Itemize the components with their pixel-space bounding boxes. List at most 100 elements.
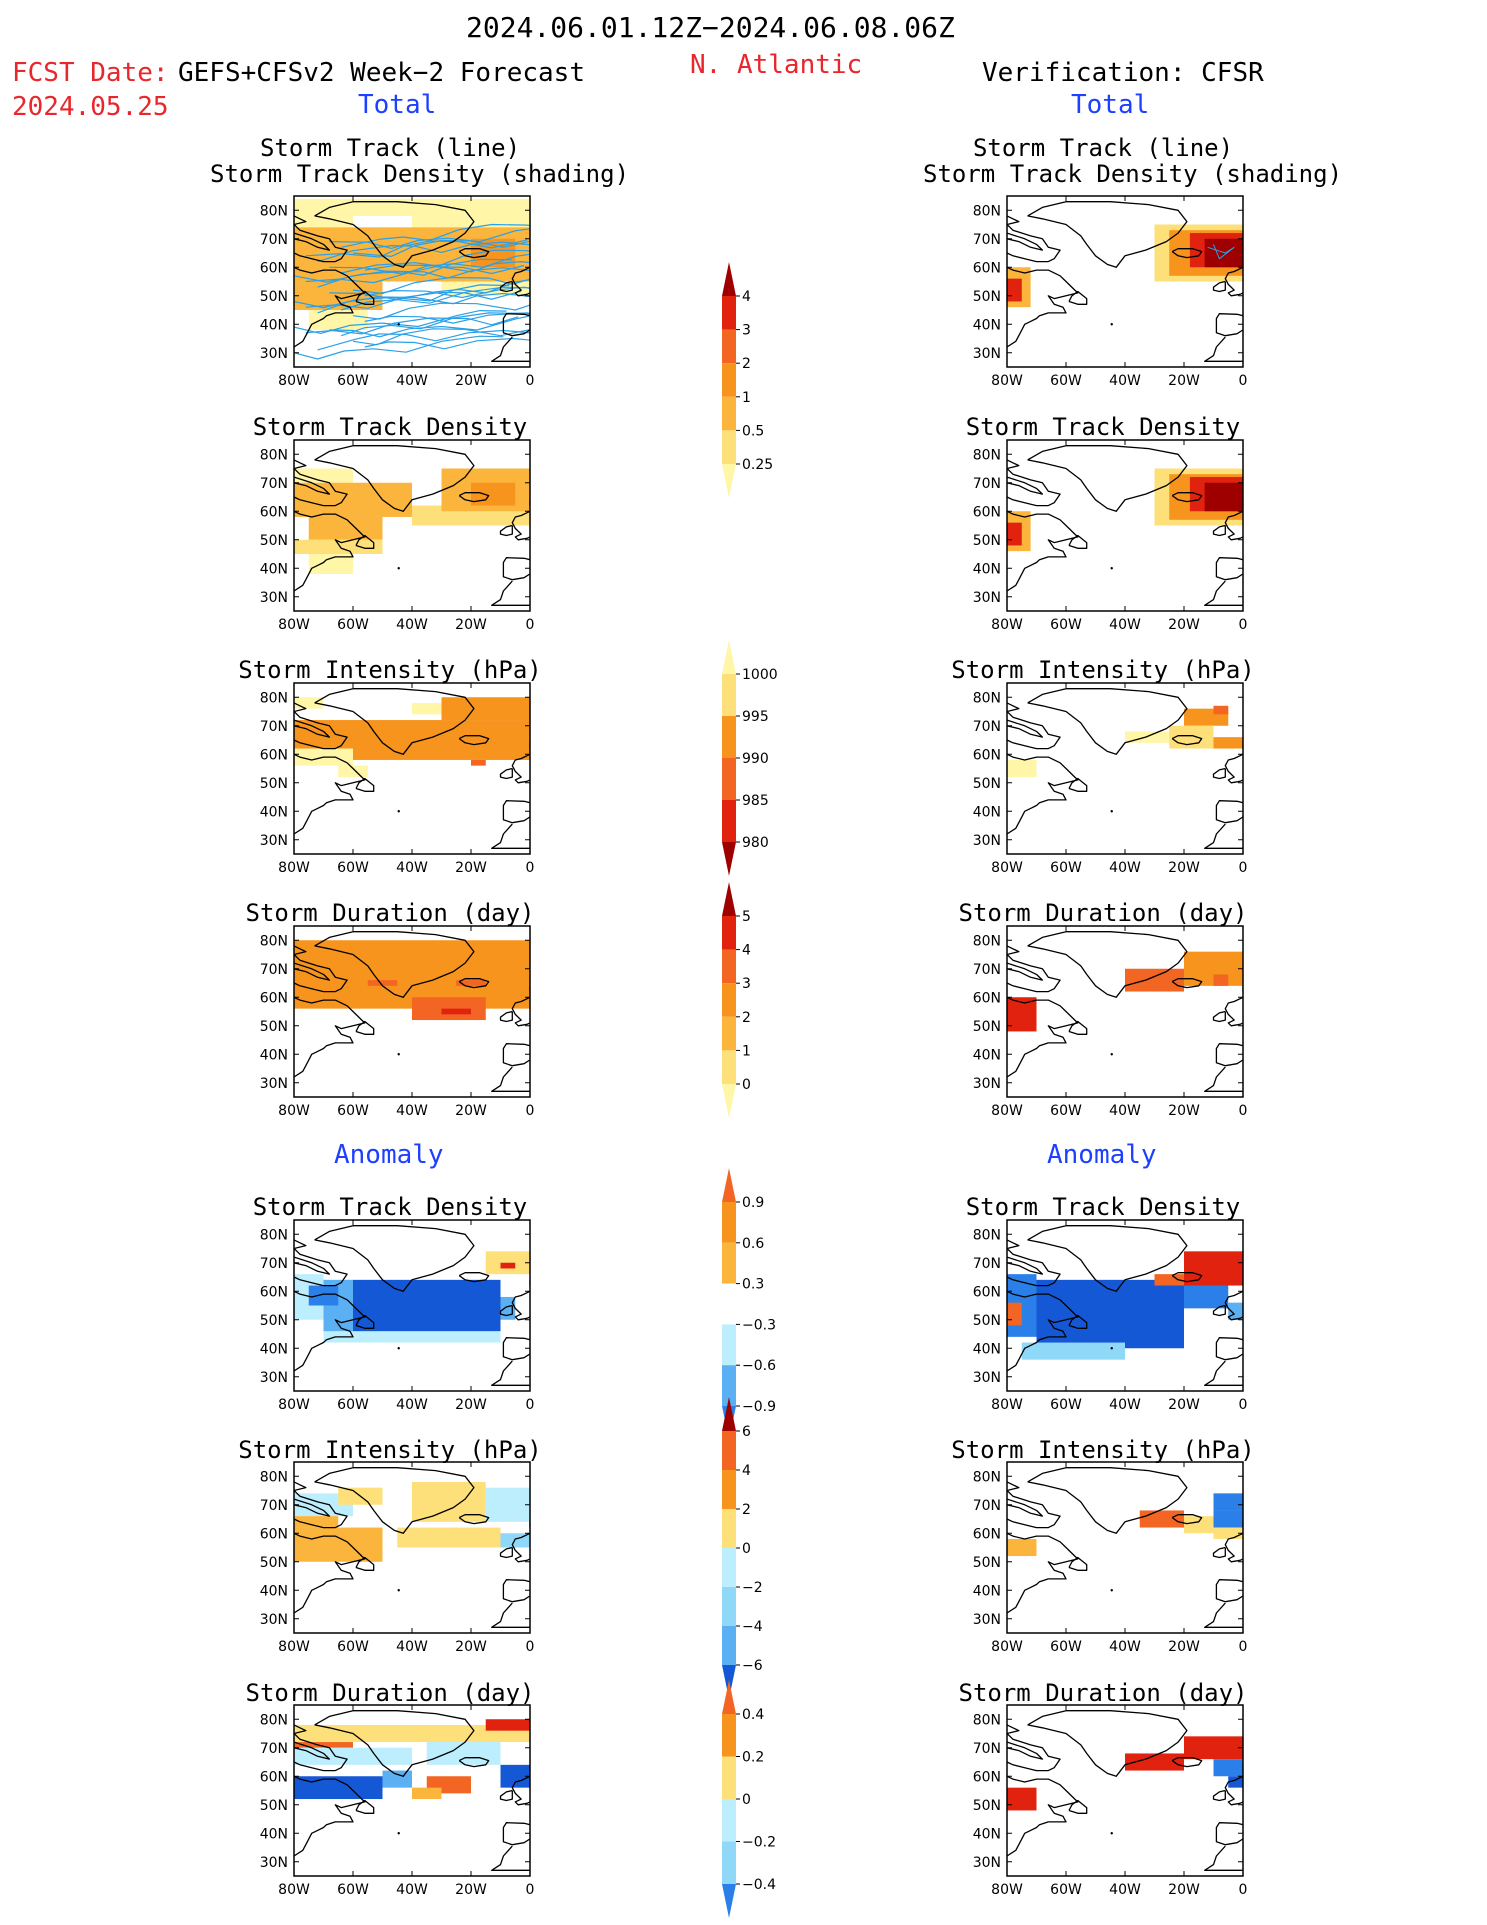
lon-tick-label: 80W xyxy=(278,1882,310,1898)
island-dot xyxy=(1110,567,1113,570)
lat-tick-label: 70N xyxy=(260,962,288,978)
lat-tick-label: 80N xyxy=(260,203,288,219)
lat-tick-label: 50N xyxy=(973,776,1001,792)
panel-title: Storm Track (line) xyxy=(259,134,521,162)
shading-cell xyxy=(441,697,530,721)
coastline-africa xyxy=(1204,1360,1243,1386)
lat-tick-label: 30N xyxy=(260,1076,288,1092)
coastline-iberia xyxy=(1215,1579,1243,1603)
colorbar-segment xyxy=(722,674,736,716)
coastline-iberia xyxy=(1215,1822,1243,1846)
lon-tick-label: 40W xyxy=(396,373,428,389)
shading-cell xyxy=(294,539,383,554)
lon-tick-label: 40W xyxy=(396,617,428,633)
map-panel-density-verification: 80N 70N 60N 50N 40N 30N 80W 60W 40W 20W 0 xyxy=(973,439,1247,633)
coastline-europe xyxy=(511,1775,530,1806)
colorbar-label: 0.25 xyxy=(742,457,773,473)
colorbar-label: 5 xyxy=(742,909,751,925)
coastline-canada xyxy=(1007,215,1061,263)
storm-track-line xyxy=(329,315,530,338)
lat-tick-label: 50N xyxy=(260,1019,288,1035)
colorbar-tip xyxy=(722,842,736,876)
lon-tick-label: 40W xyxy=(396,860,428,876)
coastline-canada2 xyxy=(1007,753,1079,836)
coastline-iberia xyxy=(1215,1043,1243,1067)
lon-tick-label: 60W xyxy=(337,860,369,876)
lat-tick-label: 40N xyxy=(973,1583,1001,1599)
panel-title: Storm Track (line) xyxy=(972,134,1234,162)
lat-tick-label: 50N xyxy=(260,1313,288,1329)
coastline-greenland xyxy=(314,1225,475,1292)
colorbar-label: 3 xyxy=(742,976,751,992)
lon-tick-label: 20W xyxy=(1168,860,1200,876)
colorbar-label: 0.9 xyxy=(742,1195,764,1211)
coastline-africa xyxy=(1204,336,1243,362)
lat-tick-label: 80N xyxy=(260,1469,288,1485)
shading-cell xyxy=(412,1481,486,1522)
lat-tick-label: 50N xyxy=(260,533,288,549)
coastline-africa xyxy=(491,1360,530,1386)
coastline-europe xyxy=(511,266,530,297)
coastline-baffinIsl xyxy=(294,232,331,251)
coastline-iceland xyxy=(1171,1272,1203,1283)
panel-title: Storm Intensity (hPa) xyxy=(951,656,1255,684)
coastline-baffinIsl xyxy=(294,1741,331,1760)
colorbar-label: 0.2 xyxy=(742,1750,764,1766)
shading-cell xyxy=(294,215,353,228)
lat-tick-label: 70N xyxy=(260,1741,288,1757)
shading-cell xyxy=(485,1719,530,1731)
coastline-baffinIsl xyxy=(294,1256,331,1275)
verification-label: Verification: CFSR xyxy=(982,58,1264,88)
coastline-greenland xyxy=(1027,688,1188,755)
map-panel-anom_density-forecast: 80N 70N 60N 50N 40N 30N 80W 60W 40W 20W 0 xyxy=(260,1219,534,1413)
lat-tick-label: 40N xyxy=(260,1583,288,1599)
colorbar-label: −0.4 xyxy=(742,1877,776,1893)
coastline-iberia xyxy=(1215,800,1243,824)
colorbar-segment xyxy=(722,800,736,842)
map-panel-duration-forecast: 80N 70N 60N 50N 40N 30N 80W 60W 40W 20W 0 xyxy=(260,925,534,1119)
coastline-ireland xyxy=(1212,524,1226,537)
lon-tick-label: 60W xyxy=(337,1639,369,1655)
coastline-iceland xyxy=(1171,735,1203,746)
lon-tick-label: 60W xyxy=(337,1397,369,1413)
colorbar-segment xyxy=(722,716,736,758)
lat-tick-label: 60N xyxy=(973,1284,1001,1300)
lon-tick-label: 60W xyxy=(337,373,369,389)
map-panel-intensity-forecast: 80N 70N 60N 50N 40N 30N 80W 60W 40W 20W 0 xyxy=(260,682,534,876)
coastline-iberia xyxy=(1215,1337,1243,1361)
shading-cell xyxy=(308,1285,339,1306)
lat-tick-label: 30N xyxy=(973,1855,1001,1871)
coastline-canada2 xyxy=(1007,266,1079,349)
coastline-europe xyxy=(1224,510,1243,541)
left-total-label: Total xyxy=(358,90,437,120)
lon-tick-label: 40W xyxy=(1109,373,1141,389)
map-svg: 80N 70N 60N 50N 40N 30N 80W 60W 40W 20W 0 xyxy=(973,439,1247,633)
colorbar-label: 2 xyxy=(742,356,751,372)
lon-tick-label: 20W xyxy=(1168,1397,1200,1413)
colorbar-label: 995 xyxy=(742,709,769,725)
colorbar-label: 1000 xyxy=(742,667,778,683)
storm-track-line xyxy=(305,264,525,284)
region-label: N. Atlantic xyxy=(690,50,863,80)
lon-tick-label: 60W xyxy=(1050,617,1082,633)
coastline-europe xyxy=(1224,996,1243,1027)
shading-cell xyxy=(485,1487,530,1522)
coastline-iceland xyxy=(1171,1514,1203,1525)
coastline-europe xyxy=(1224,753,1243,784)
coastline-ireland xyxy=(499,280,513,293)
coastline-newfoundland xyxy=(1068,1020,1088,1035)
coastline-europe xyxy=(511,510,530,541)
shading-cell xyxy=(294,1527,383,1562)
panel-title: Storm Intensity (hPa) xyxy=(238,1436,542,1464)
colorbar-cb-intensity: 1000 995 990 985 980 xyxy=(722,640,832,876)
shading-cell xyxy=(1213,705,1229,715)
coastline-europe xyxy=(511,1290,530,1321)
colorbar-label: 0.6 xyxy=(742,1236,764,1252)
shading-cell xyxy=(1007,1787,1037,1811)
colorbar-label: −0.6 xyxy=(742,1358,776,1374)
lon-tick-label: 40W xyxy=(1109,1882,1141,1898)
fcst-model: GEFS+CFSv2 Week−2 Forecast xyxy=(178,58,585,88)
coastline-canada xyxy=(294,215,348,263)
lat-tick-label: 80N xyxy=(260,1227,288,1243)
colorbar-label: 980 xyxy=(742,835,769,851)
